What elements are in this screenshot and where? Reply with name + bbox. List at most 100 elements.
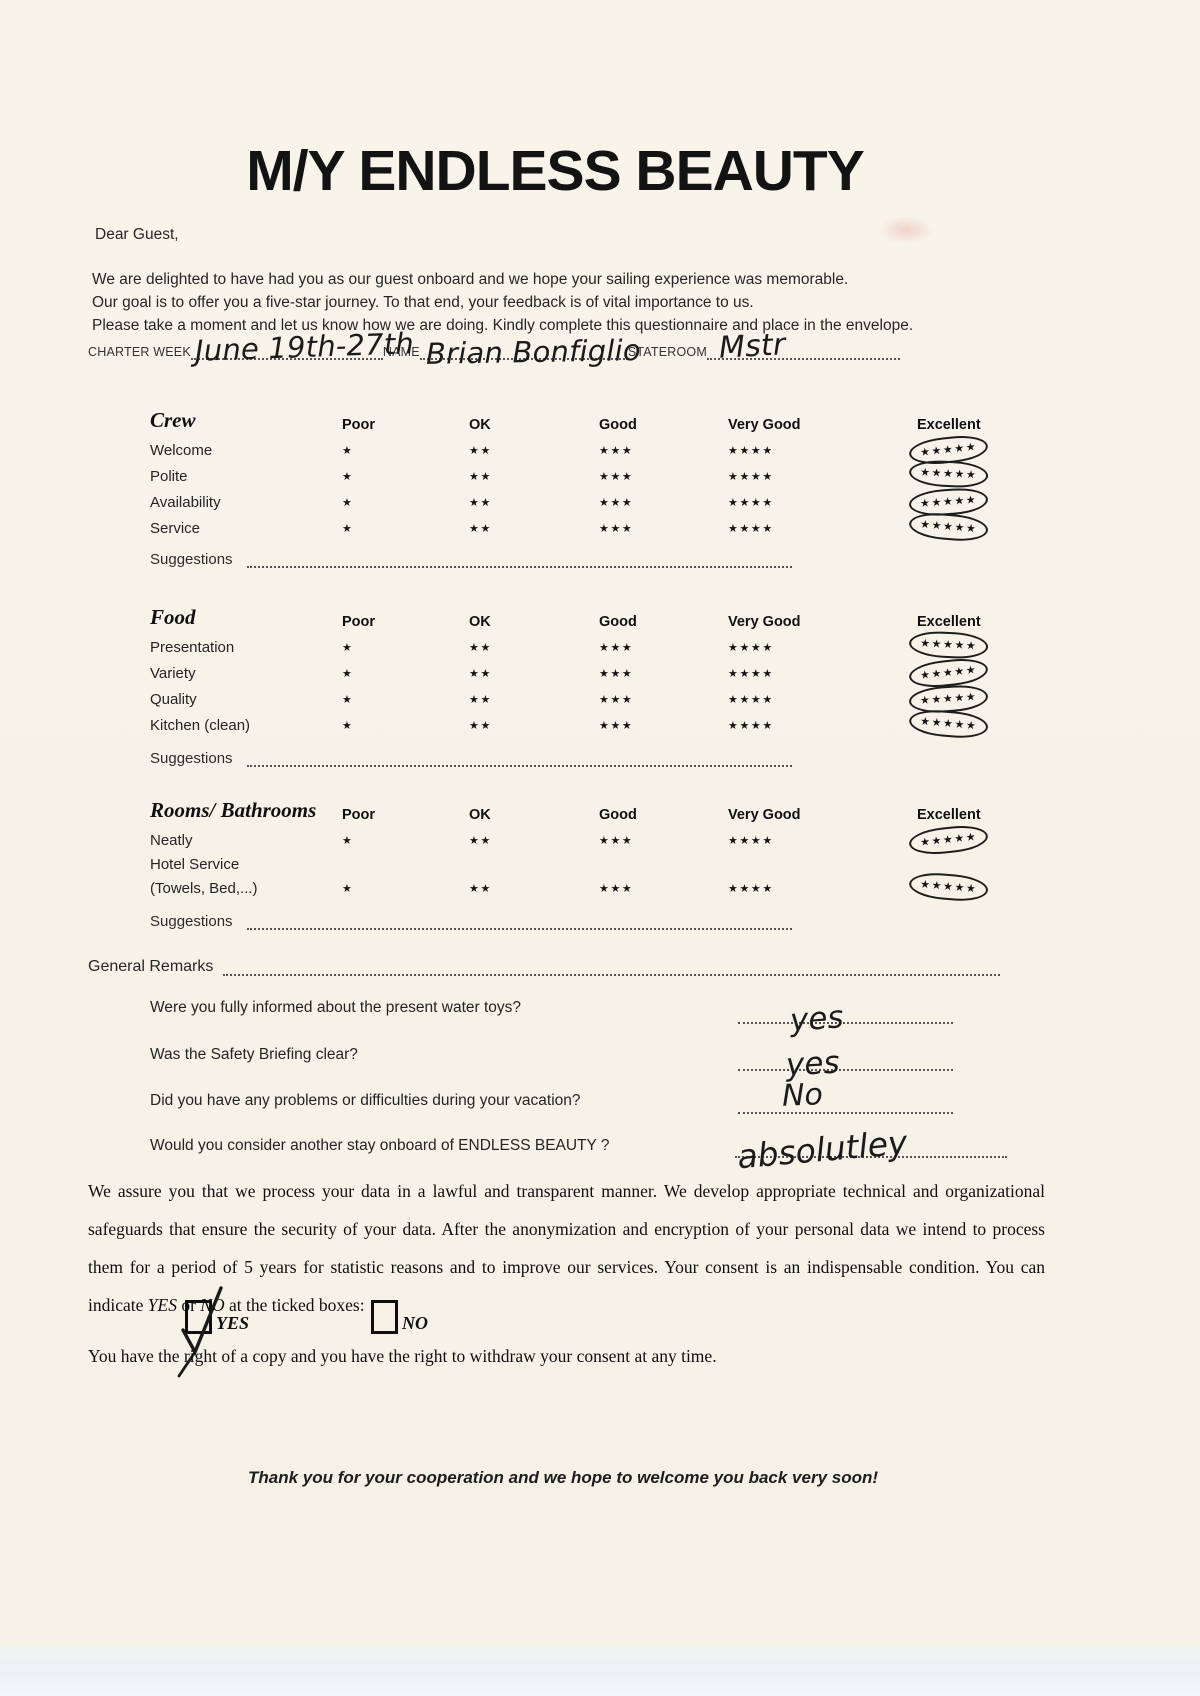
stars-4: ★★★★	[728, 719, 774, 732]
column-poor: Poor	[342, 807, 376, 823]
rooms-suggestions-line: Suggestions	[150, 913, 792, 930]
section-rooms-bathrooms: Rooms/ Bathrooms Poor OK Good Very Good …	[150, 793, 1000, 904]
suggestions-label: Suggestions	[150, 750, 233, 767]
stars-4: ★★★★	[728, 882, 774, 895]
pen-circle-mark: ★★★★★	[908, 458, 990, 490]
name-handwriting: Brian Bonfiglio	[425, 333, 641, 371]
stars-3: ★★★	[599, 667, 634, 680]
suggestions-label: Suggestions	[150, 551, 233, 568]
stateroom-field: Mstr	[706, 327, 900, 366]
data-consent-paragraph: We assure you that we process your data …	[88, 1181, 1045, 1315]
answer-handwriting: No	[781, 1077, 824, 1114]
page-title: M/Y ENDLESS BEAUTY	[246, 139, 865, 203]
general-remarks-line: General Remarks	[88, 958, 1000, 976]
rating-row-towels-bed: (Towels, Bed,...) ★ ★★ ★★★ ★★★★ ★★★★★	[150, 870, 1000, 904]
general-remarks-dotted-line	[223, 962, 1000, 976]
column-very-good: Very Good	[728, 417, 801, 433]
column-ok: OK	[469, 614, 491, 630]
answer-handwriting: yes	[785, 1044, 841, 1084]
food-header-row: Food Poor OK Good Very Good Excellent	[150, 600, 1000, 634]
pen-circle-mark: ★★★★★	[908, 707, 990, 741]
name-field: Brian Bonfiglio	[419, 333, 641, 371]
scanner-edge-strip	[0, 1646, 1200, 1696]
column-very-good: Very Good	[728, 614, 801, 630]
no-checkbox	[371, 1300, 399, 1334]
crew-header-row: Crew Poor OK Good Very Good Excellent	[150, 403, 1000, 437]
stars-5-circled: ★★★★★	[908, 707, 1000, 741]
yes-word: YES	[147, 1295, 177, 1315]
question-safety-briefing: Was the Safety Briefing clear?	[150, 1046, 358, 1063]
pen-circle-mark: ★★★★★	[908, 870, 990, 904]
rating-row-welcome: Welcome ★ ★★ ★★★ ★★★★ ★★★★★	[150, 432, 1000, 468]
charter-week-label: CHARTER WEEK	[88, 345, 191, 359]
rating-row-quality: Quality ★ ★★ ★★★ ★★★★ ★★★★★	[150, 683, 1000, 715]
column-poor: Poor	[342, 417, 376, 433]
stars-5-circled: ★★★★★	[908, 458, 1000, 490]
column-good: Good	[599, 417, 637, 433]
stars-2: ★★	[469, 444, 492, 457]
suggestions-dotted-line	[246, 753, 792, 767]
stars-2: ★★	[469, 496, 492, 509]
stars-3: ★★★	[599, 444, 634, 457]
stars-5-circled: ★★★★★	[908, 683, 1000, 715]
rooms-section-title: Rooms/ Bathrooms	[150, 798, 317, 822]
answer-field-problems: No	[738, 1077, 953, 1114]
intro-line: Please take a moment and let us know how…	[92, 317, 914, 334]
column-excellent: Excellent	[917, 417, 981, 433]
rights-statement: You have the right of a copy and you hav…	[88, 1346, 717, 1366]
stars-3: ★★★	[599, 522, 634, 535]
suggestions-label: Suggestions	[150, 913, 233, 930]
stars-2: ★★	[469, 719, 492, 732]
stars-5-circled: ★★★★★	[908, 629, 1000, 661]
stars-4: ★★★★	[728, 667, 774, 680]
stars-3: ★★★	[599, 834, 634, 847]
stars-4: ★★★★	[728, 444, 774, 457]
suggestions-dotted-line	[246, 554, 792, 568]
stars-1: ★	[342, 667, 354, 680]
stars-3: ★★★	[599, 882, 634, 895]
salutation: Dear Guest,	[95, 226, 179, 243]
pen-circle-mark: ★★★★★	[907, 822, 990, 858]
stars-4: ★★★★	[728, 470, 774, 483]
column-good: Good	[599, 614, 637, 630]
stars-4: ★★★★	[728, 693, 774, 706]
answer-field-water-toys: yes	[738, 988, 953, 1039]
pen-circle-mark: ★★★★★	[908, 629, 990, 661]
stars-5-circled: ★★★★★	[908, 870, 1000, 904]
column-good: Good	[599, 807, 637, 823]
stars-2: ★★	[469, 693, 492, 706]
consent-checkbox-row: YES NO	[185, 1300, 428, 1334]
stars-1: ★	[342, 522, 354, 535]
question-water-toys: Were you fully informed about the presen…	[150, 999, 522, 1016]
column-ok: OK	[469, 417, 491, 433]
answer-handwriting: yes	[788, 999, 845, 1039]
answer-handwriting: absolutley	[735, 1122, 909, 1177]
intro-paragraph: We are delighted to have had you as our …	[92, 268, 952, 337]
stars-5-circled: ★★★★★	[908, 510, 1000, 544]
charter-week-handwriting: June 19th-27th	[194, 326, 415, 368]
food-section-title: Food	[150, 605, 196, 629]
column-very-good: Very Good	[728, 807, 801, 823]
stars-1: ★	[342, 470, 354, 483]
answer-field-safety-briefing: yes	[738, 1035, 953, 1083]
footer-thank-you: Thank you for your cooperation and we ho…	[247, 1468, 879, 1487]
stars-2: ★★	[469, 641, 492, 654]
rating-row-neatly: Neatly ★ ★★ ★★★ ★★★★ ★★★★★	[150, 822, 1000, 858]
stars-1: ★	[342, 882, 354, 895]
crew-section-title: Crew	[150, 408, 196, 432]
stars-2: ★★	[469, 470, 492, 483]
yes-checkbox-label: YES	[216, 1313, 250, 1333]
intro-line: We are delighted to have had you as our …	[92, 271, 849, 288]
column-poor: Poor	[342, 614, 376, 630]
stars-1: ★	[342, 444, 354, 457]
no-checkbox-label: NO	[402, 1313, 429, 1333]
stars-1: ★	[342, 693, 354, 706]
stars-2: ★★	[469, 882, 492, 895]
section-food: Food Poor OK Good Very Good Excellent Pr…	[150, 600, 1000, 741]
section-crew: Crew Poor OK Good Very Good Excellent We…	[150, 403, 1000, 544]
rating-row-hotel-service: Hotel Service	[150, 855, 240, 873]
charter-info-row: CHARTER WEEK June 19th-27th NAME Brian B…	[88, 326, 900, 371]
stars-1: ★	[342, 496, 354, 509]
stars-3: ★★★	[599, 719, 634, 732]
stars-4: ★★★★	[728, 834, 774, 847]
